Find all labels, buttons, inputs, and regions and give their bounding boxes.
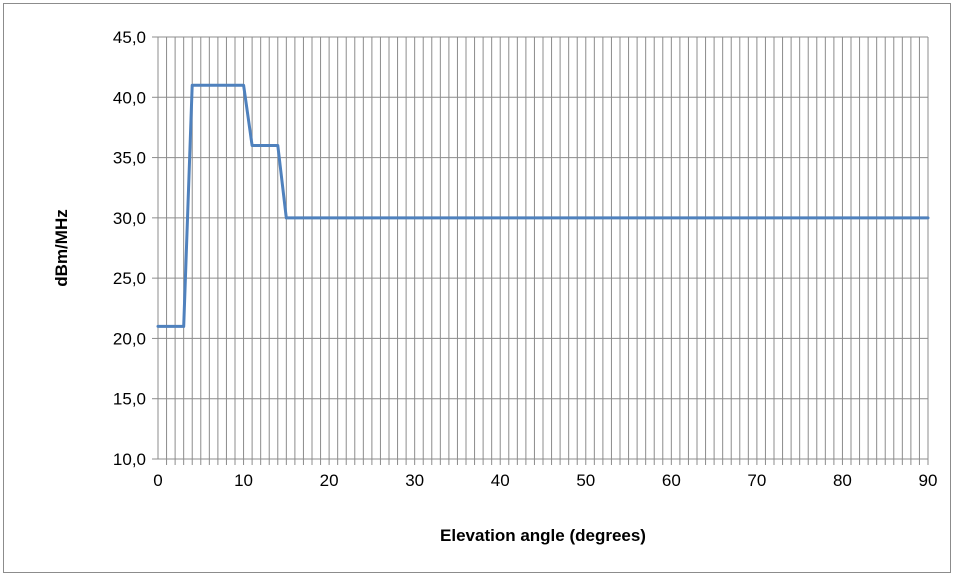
y-tick-label: 25,0 (113, 269, 146, 288)
x-tick-label: 90 (919, 471, 938, 490)
y-tick-label: 45,0 (113, 28, 146, 47)
y-tick-label: 30,0 (113, 209, 146, 228)
x-axis-title: Elevation angle (degrees) (440, 526, 646, 545)
y-tick-label: 35,0 (113, 149, 146, 168)
series-line (156, 83, 930, 328)
x-tick-label: 80 (833, 471, 852, 490)
x-tick-label: 10 (234, 471, 253, 490)
x-tick-label: 20 (320, 471, 339, 490)
y-tick-label: 15,0 (113, 390, 146, 409)
x-tick-label: 30 (405, 471, 424, 490)
y-tick-label: 20,0 (113, 329, 146, 348)
series-layer (156, 83, 930, 328)
x-tick-label: 0 (153, 471, 162, 490)
y-tick-label: 10,0 (113, 450, 146, 469)
x-tick-label: 40 (491, 471, 510, 490)
grid (158, 36, 929, 460)
chart-frame (3, 3, 951, 573)
y-tick-label: 40,0 (113, 88, 146, 107)
x-tick-label: 60 (662, 471, 681, 490)
y-axis-title: dBm/MHz (52, 209, 71, 286)
axes (152, 36, 929, 465)
x-tick-label: 50 (576, 471, 595, 490)
x-tick-label: 70 (747, 471, 766, 490)
tick-labels: 10,0 15,0 20,0 25,0 30,0 35,0 40,0 45,0 0 10 20 30 4… (113, 28, 938, 490)
